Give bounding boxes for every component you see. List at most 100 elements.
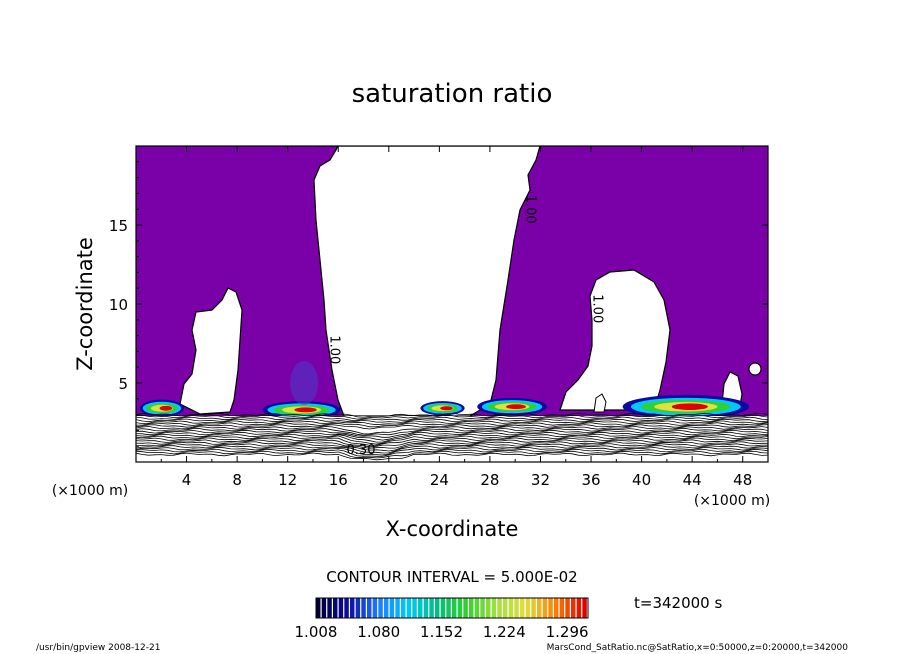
colorbar-cell	[525, 598, 531, 618]
x-tick-label: 24	[430, 471, 449, 489]
chart-title: saturation ratio	[352, 79, 553, 109]
colorbar-cell	[389, 598, 395, 618]
colorbar-cell	[378, 598, 383, 618]
y-axis: 5 10 15	[109, 161, 768, 447]
contour-line	[136, 446, 768, 456]
colorbar-cell	[418, 598, 423, 618]
x-tick-label: 28	[480, 471, 499, 489]
x-tick-label: 36	[581, 471, 600, 489]
colorbar-tick-label: 1.152	[420, 623, 463, 641]
y-tick-label: 10	[109, 296, 128, 314]
colorbar-cell	[503, 598, 508, 618]
y-axis-title: Z-coordinate	[73, 237, 97, 371]
colorbar-cell	[463, 598, 468, 618]
colorbar-cell	[344, 598, 349, 618]
contour-label: 1.00	[327, 335, 342, 364]
colorbar-cell	[582, 598, 587, 618]
colorbar-ticks: 1.008 1.080 1.152 1.224 1.296	[295, 623, 589, 641]
contour-line	[136, 431, 768, 441]
colorbar-cell	[333, 598, 338, 618]
x-tick-label: 8	[232, 471, 242, 489]
colorbar-cell	[367, 598, 372, 618]
colorbar-frame	[315, 597, 589, 619]
colorbar-cell	[412, 598, 417, 618]
clear-blob	[748, 362, 762, 376]
colorbar-tick-label: 1.080	[357, 623, 400, 641]
colorbar-cell	[395, 598, 400, 618]
colorbar-cell	[372, 598, 378, 618]
contour-line	[136, 427, 768, 436]
contour-lines	[136, 412, 768, 461]
contour-line	[136, 452, 768, 461]
colorbar-cell	[469, 598, 474, 618]
footer-left: /usr/bin/gpview 2008-12-21	[36, 643, 160, 653]
x-tick-label: 44	[683, 471, 702, 489]
contour-line	[136, 437, 768, 446]
clear-notch	[593, 393, 607, 413]
contour-line	[136, 424, 768, 430]
colorbar-cell	[474, 598, 480, 618]
colorbar-cell	[452, 598, 457, 618]
colorbar	[316, 598, 587, 618]
colorbar-cell	[423, 598, 429, 618]
contour-line	[136, 412, 768, 418]
contour-line	[136, 429, 768, 438]
footer-right: MarsCond_SatRatio.nc@SatRatio,x=0:50000,…	[547, 643, 849, 653]
colorbar-cell	[355, 598, 361, 618]
contour-line	[136, 420, 768, 426]
colorbar-cell	[446, 598, 451, 618]
colorbar-cell	[480, 598, 485, 618]
band-core	[506, 404, 526, 410]
colorbar-cell	[537, 598, 542, 618]
contour-line	[136, 450, 768, 459]
contour-line	[136, 416, 768, 421]
x-tick-label: 12	[278, 471, 297, 489]
y-tick-label: 5	[118, 375, 128, 393]
colorbar-cell	[361, 598, 366, 618]
x-tick-label: 48	[733, 471, 752, 489]
colorbar-cell	[401, 598, 406, 618]
colorbar-cell	[316, 598, 321, 618]
clear-region-left	[179, 287, 243, 415]
band-core	[671, 403, 708, 411]
colorbar-cell	[559, 598, 565, 618]
colorbar-cell	[440, 598, 446, 618]
x-axis-title: X-coordinate	[386, 517, 519, 541]
x-tick-label: 4	[182, 471, 192, 489]
colorbar-tick-label: 1.008	[295, 623, 338, 641]
colorbar-cell	[531, 598, 536, 618]
x-tick-label: 20	[379, 471, 398, 489]
contour-line	[136, 433, 768, 443]
contour-line	[136, 435, 768, 445]
contour-line	[136, 426, 768, 435]
colorbar-cell	[554, 598, 559, 618]
colorbar-tick-label: 1.296	[546, 623, 589, 641]
colorbar-cell	[486, 598, 491, 618]
x-tick-label: 16	[329, 471, 348, 489]
contour-labels: 1.00 1.00 1.00 0.30	[327, 195, 605, 458]
contour-line	[136, 441, 768, 449]
contour-line	[136, 422, 768, 428]
x-unit-label: (×1000 m)	[694, 493, 770, 509]
clear-region-right	[559, 269, 671, 411]
colorbar-cell	[576, 598, 582, 618]
colorbar-cell	[565, 598, 570, 618]
plume	[290, 361, 319, 405]
band-core	[294, 407, 317, 413]
colorbar-tick-label: 1.224	[483, 623, 526, 641]
high-saturation-bands	[139, 361, 750, 419]
contour-label: 1.00	[590, 294, 605, 323]
x-axis: 4 8 12 16 20 24 28 32 36 40 44 48	[160, 146, 752, 489]
band-core	[440, 406, 453, 411]
x-tick-label: 32	[531, 471, 550, 489]
y-tick-label: 15	[109, 217, 128, 235]
x-tick-label: 40	[632, 471, 651, 489]
time-label: t=342000 s	[634, 594, 722, 612]
colorbar-cell	[491, 598, 497, 618]
band-core	[159, 405, 173, 411]
colorbar-cell	[497, 598, 502, 618]
colorbar-cell	[514, 598, 519, 618]
contour-line	[136, 448, 768, 457]
colorbar-cell	[542, 598, 548, 618]
